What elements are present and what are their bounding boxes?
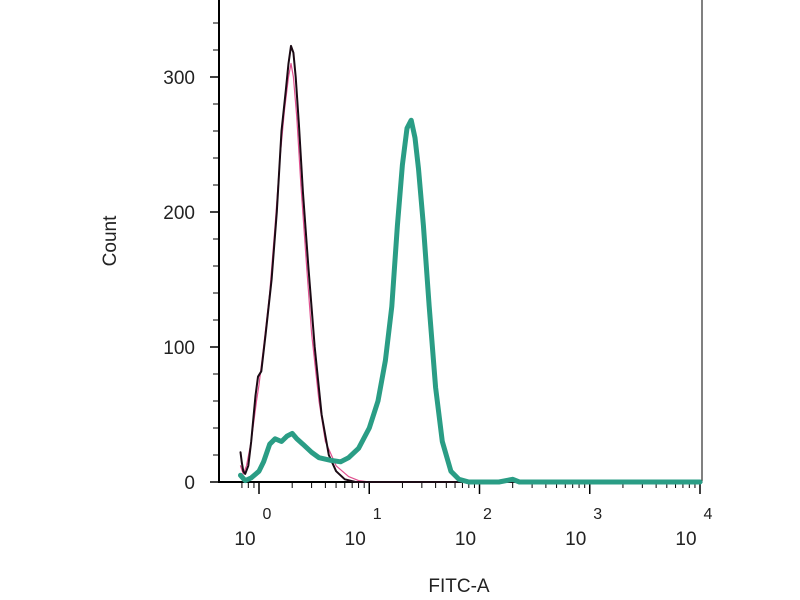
series-1-line <box>239 44 701 483</box>
x-tick-label-exponent: 1 <box>373 506 382 523</box>
series-0-line <box>239 62 701 483</box>
x-tick-label-exponent: 3 <box>593 506 602 523</box>
plot-frame <box>218 0 703 483</box>
x-ticks: 10 0 10 1 10 2 10 3 10 4 <box>234 482 713 550</box>
x-tick-label-exponent: 0 <box>263 506 272 523</box>
series-layer <box>238 44 703 485</box>
series-2-line <box>238 117 703 485</box>
x-tick-label-base: 10 <box>565 529 586 550</box>
x-tick-label-exponent: 4 <box>704 506 713 523</box>
y-ticks: 0 100 200 300 <box>163 22 219 494</box>
x-tick-label-base: 10 <box>455 529 476 550</box>
y-tick-label: 100 <box>163 338 195 359</box>
y-tick-label: 0 <box>184 473 195 494</box>
x-tick-label-base: 10 <box>345 529 366 550</box>
x-tick-label-base: 10 <box>675 529 696 550</box>
x-tick-label-exponent: 2 <box>483 506 492 523</box>
x-tick-label-base: 10 <box>234 529 255 550</box>
x-axis-title: FITC-A <box>428 576 490 597</box>
y-axis-title: Count <box>100 215 121 266</box>
y-tick-label: 300 <box>163 68 195 89</box>
y-tick-label: 200 <box>163 203 195 224</box>
